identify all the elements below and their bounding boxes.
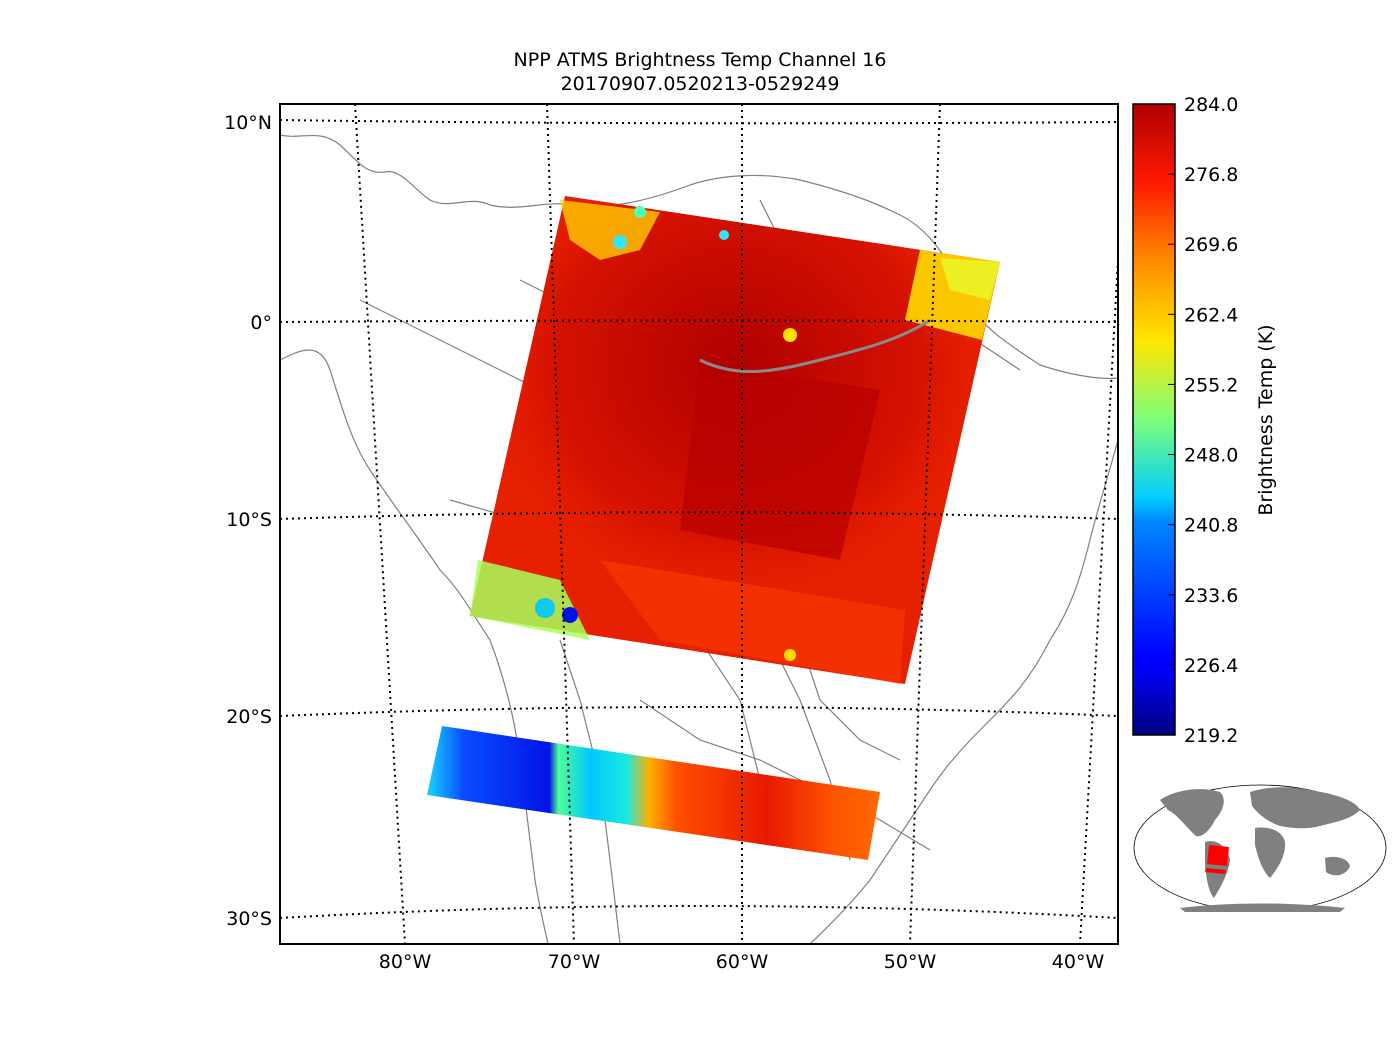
colorbar-tick-label: 226.4 <box>1184 655 1238 677</box>
colorbar-tick-label: 276.8 <box>1184 164 1238 186</box>
lon-label-50w: 50°W <box>884 951 937 973</box>
colorbar-tick-label: 284.0 <box>1184 94 1238 116</box>
inset-world-map <box>1133 784 1387 912</box>
southern-swath <box>427 726 880 860</box>
lon-label-40w: 40°W <box>1052 951 1105 973</box>
colorbar-frame <box>1132 103 1176 736</box>
colorbar-label: Brightness Temp (K) <box>1255 324 1277 515</box>
map-frame <box>279 103 1119 945</box>
main-swath <box>470 196 1000 684</box>
colorbar-gradient <box>1133 104 1175 735</box>
chart-title: NPP ATMS Brightness Temp Channel 16 <box>513 49 887 71</box>
lon-label-60w: 60°W <box>716 951 769 973</box>
colorbar-tick-label: 269.6 <box>1184 234 1238 256</box>
colorbar-tick-label: 219.2 <box>1184 725 1238 747</box>
colorbar-tick-label: 262.4 <box>1184 304 1238 326</box>
inset-land <box>1160 787 1360 912</box>
colorbar-tick-label: 255.2 <box>1184 374 1238 396</box>
colorbar-ticks: 284.0 276.8 269.6 262.4 255.2 248.0 240.8 233.6… <box>1168 94 1238 747</box>
colorbar-tick-label: 248.0 <box>1184 445 1238 467</box>
lat-label-10n: 10°N <box>224 112 272 134</box>
lon-label-80w: 80°W <box>379 951 432 973</box>
lat-label-20s: 20°S <box>226 706 272 728</box>
lat-label-10s: 10°S <box>226 509 272 531</box>
colorbar: 284.0 276.8 269.6 262.4 255.2 248.0 240.8 233.6… <box>1132 94 1277 747</box>
inset-highlight-main <box>1207 845 1229 866</box>
colorbar-tick-label: 233.6 <box>1184 585 1238 607</box>
lat-label-30s: 30°S <box>226 908 272 930</box>
lon-label-70w: 70°W <box>548 951 601 973</box>
graticule <box>280 104 1118 944</box>
lat-label-0: 0° <box>250 312 272 334</box>
chart-subtitle: 20170907.0520213-0529249 <box>560 73 840 95</box>
inset-highlight-south <box>1205 868 1226 874</box>
lat-labels: 10°N 0° 10°S 20°S 30°S <box>224 112 272 930</box>
map-panel <box>280 104 1118 944</box>
colorbar-tick-label: 240.8 <box>1184 515 1238 537</box>
lon-labels: 80°W 70°W 60°W 50°W 40°W <box>379 951 1105 973</box>
